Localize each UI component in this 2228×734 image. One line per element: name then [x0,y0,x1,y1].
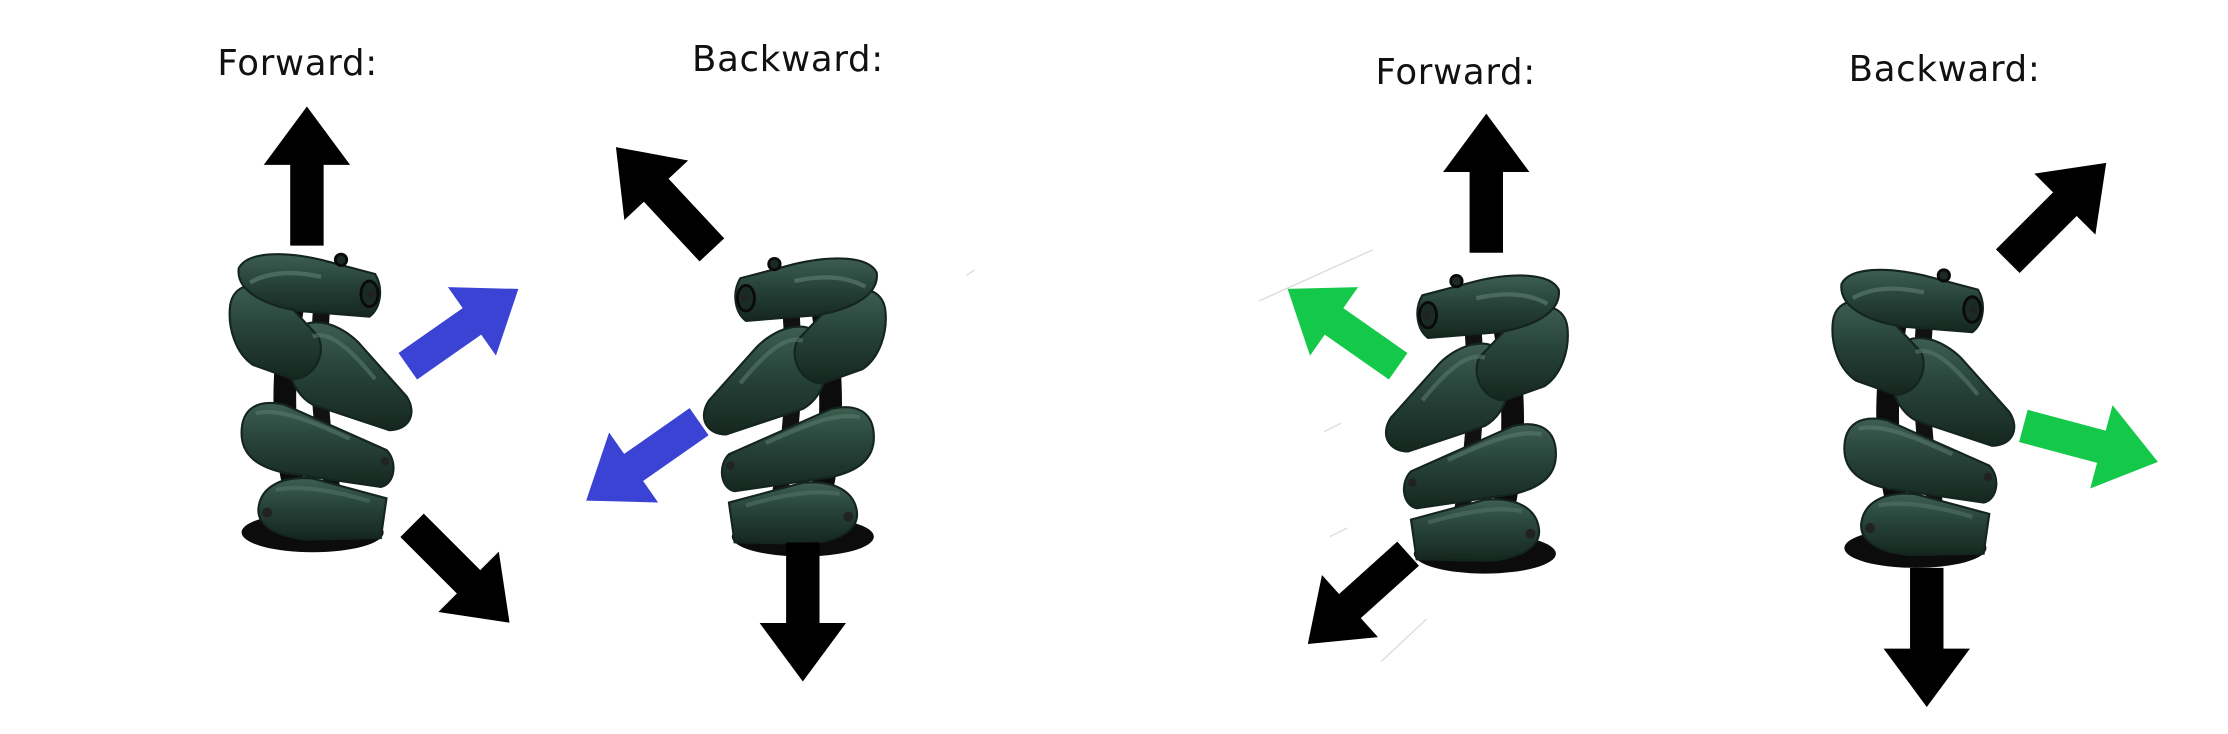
panel-2-forward-label: Forward: [1375,51,1536,93]
panel-2-backward-label: Backward: [1848,48,2041,90]
faint-artifact-lines [965,249,1428,663]
forward-diagonal-arrow-icon [381,495,540,653]
backward-diagonal-arrow-icon [1977,132,2137,292]
panel-1-forward-label: Forward: [217,42,378,84]
forward-up-arrow-icon [1443,113,1530,253]
backward-diagonal-arrow-icon [584,117,744,280]
backward-down-arrow-icon [1883,567,1970,708]
forward-side-arrow-icon [383,254,543,401]
mecanum-wheel-icon [1832,270,2014,568]
panel-1-backward-label: Backward: [691,38,884,80]
backward-down-arrow-icon [759,542,846,682]
forward-side-arrow-icon [1263,254,1423,401]
forward-diagonal-arrow-icon [1279,522,1437,676]
backward-side-arrow-icon [2012,384,2170,504]
panel-2 [1263,113,2170,708]
forward-up-arrow-icon [263,106,351,246]
mecanum-wheel-icon [230,254,412,552]
mecanum-wheel-icon [704,258,886,556]
backward-side-arrow-icon [561,386,724,536]
mecanum-wheel-icon [1386,275,1568,573]
panel-1 [230,106,886,682]
